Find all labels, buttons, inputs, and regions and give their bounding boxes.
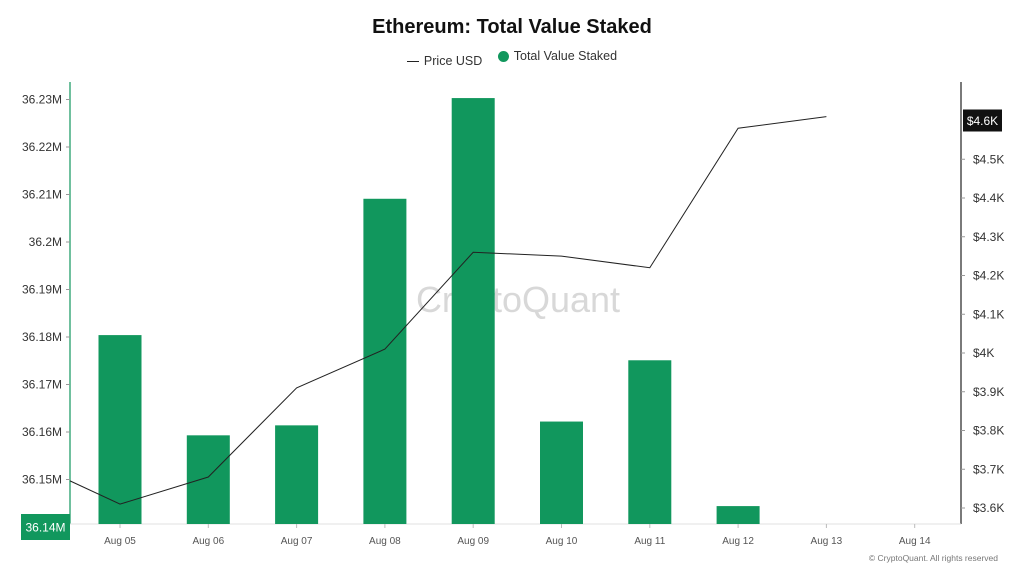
y-right-tick-label: $3.8K [973,424,1004,438]
y-left-tick-label: 36.2M [29,235,62,249]
y-right-tick-label: $4.5K [973,152,1004,166]
y-right-tick-label: $4.1K [973,307,1004,321]
y-right-tick-label: $3.9K [973,385,1004,399]
x-tick-label: Aug 05 [104,536,136,547]
price-line [69,116,827,505]
y-left-tick-label: 36.22M [22,140,62,154]
x-tick-label: Aug 11 [634,536,665,547]
x-tick-label: Aug 12 [722,536,754,547]
legend-label-price: Price USD [423,54,483,68]
current-price-badge [963,109,1002,132]
bar [628,360,672,524]
x-tick-label: Aug 06 [192,536,224,547]
legend: Price USD Total Value Staked [0,49,1024,68]
bar [716,506,760,524]
bar [540,421,583,524]
y-left-tick-label: 36.16M [22,425,62,439]
legend-item-price[interactable]: Price USD [406,54,483,68]
y-right-tick-label: $3.6K [973,501,1004,515]
bar [186,435,230,524]
copyright-notice: © CryptoQuant. All rights reserved [868,553,998,563]
legend-line-icon [406,60,419,62]
y-right-tick-label: $4.2K [973,269,1004,283]
y-left-tick-label: 36.17M [22,378,62,392]
current-staked-badge [21,514,70,540]
y-left-tick-label: 36.15M [22,473,62,487]
current-price-label: $4.6K [967,114,998,128]
bar [451,98,495,524]
bar [275,425,319,524]
y-left-tick-label: 36.21M [22,188,62,202]
chart-title: Ethereum: Total Value Staked [372,16,652,38]
legend-dot-icon [497,50,509,62]
y-right-tick-label: $4K [973,346,994,360]
current-staked-label: 36.14M [25,521,65,535]
y-right-tick-label: $3.7K [973,462,1004,476]
x-tick-label: Aug 13 [811,536,843,547]
bar [98,335,142,524]
x-tick-label: Aug 09 [457,536,489,547]
bar [363,198,407,524]
x-tick-label: Aug 10 [546,536,578,547]
y-right-tick-label: $4.4K [973,191,1004,205]
watermark: CryptoQuant [416,279,620,320]
x-tick-label: Aug 08 [369,536,401,547]
y-left-tick-label: 36.18M [22,330,62,344]
legend-item-staked[interactable]: Total Value Staked [497,49,618,63]
legend-label-staked: Total Value Staked [513,49,618,63]
y-left-tick-label: 36.19M [22,283,62,297]
x-tick-label: Aug 14 [899,536,931,547]
y-left-tick-label: 36.23M [22,93,62,107]
y-right-tick-label: $4.3K [973,230,1004,244]
x-tick-label: Aug 07 [281,536,313,547]
